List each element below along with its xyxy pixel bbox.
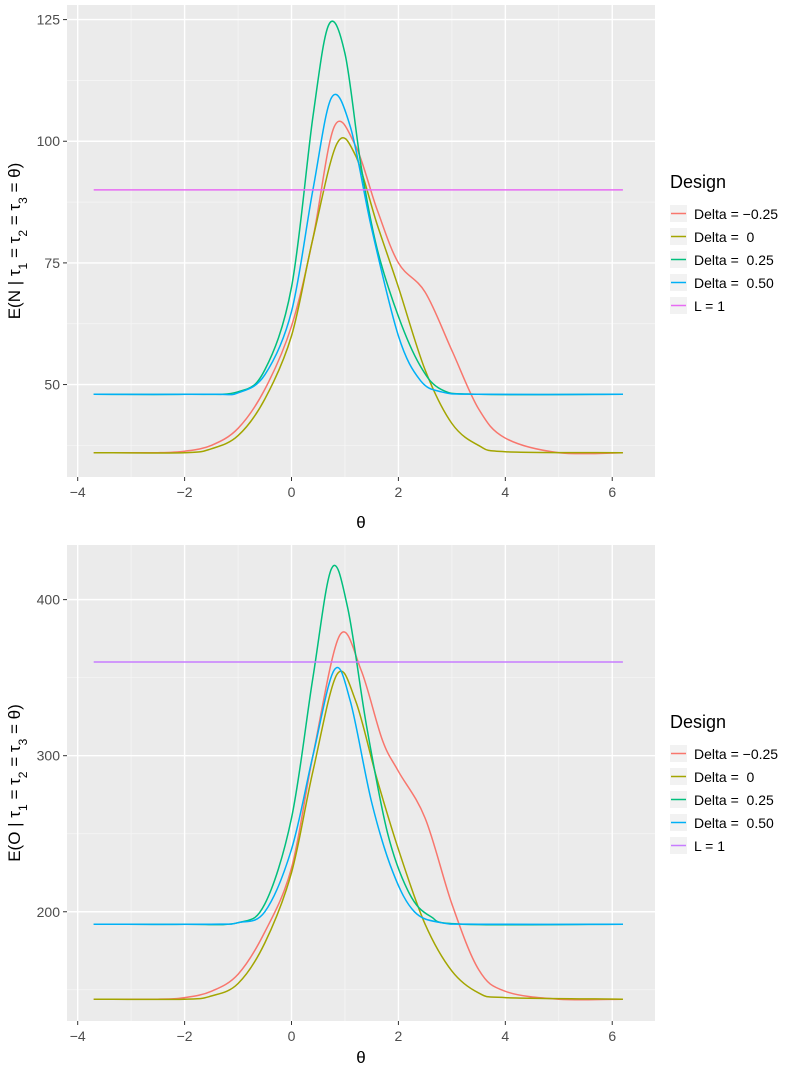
- y-axis-ticks: 50 75 100 125: [37, 12, 67, 393]
- x-tick-label: 4: [501, 484, 509, 500]
- legend-item-label: L = 1: [694, 838, 725, 854]
- panel-background: [67, 5, 655, 477]
- legend-item-label: Delta = 0.50: [694, 275, 774, 291]
- legend-item-label: Delta = −0.25: [694, 206, 778, 222]
- legend-item-label: Delta = 0.50: [694, 815, 774, 831]
- legend: Design Delta = −0.25 Delta = 0 Delta = 0.2…: [670, 712, 778, 854]
- y-tick-label: 50: [44, 377, 60, 393]
- x-tick-label: −2: [177, 484, 193, 500]
- y-axis-label: E(N | τ1 = τ2 = τ3 = θ): [5, 163, 30, 320]
- series-line-0: [93, 631, 623, 1001]
- series-line-2: [93, 20, 623, 396]
- legend-title: Design: [670, 712, 726, 732]
- y-tick-label: 300: [37, 748, 61, 764]
- legend-item-label: Delta = −0.25: [694, 746, 778, 762]
- x-tick-label: 6: [608, 484, 616, 500]
- series-lines: [93, 20, 623, 455]
- legend-item-label: Delta = 0: [694, 229, 755, 245]
- y-axis-label: E(O | τ1 = τ2 = τ3 = θ): [5, 704, 30, 862]
- legend-item-label: Delta = 0: [694, 769, 755, 785]
- x-tick-label: 0: [288, 484, 296, 500]
- series-line-2: [93, 564, 623, 926]
- series-line-3: [93, 93, 623, 396]
- y-tick-label: 100: [37, 133, 61, 149]
- x-tick-label: 4: [501, 1028, 509, 1044]
- series-line-0: [93, 120, 623, 455]
- legend-item-label: Delta = 0.25: [694, 252, 774, 268]
- y-tick-label: 200: [37, 904, 61, 920]
- legend: Design Delta = −0.25 Delta = 0 Delta = 0.2…: [670, 172, 778, 314]
- y-tick-label: 125: [37, 12, 61, 28]
- x-axis-ticks: −4 −2 0 2 4 6: [70, 477, 616, 500]
- x-axis-label: θ: [356, 513, 365, 532]
- panel-background: [67, 545, 655, 1021]
- legend-item-label: Delta = 0.25: [694, 792, 774, 808]
- x-tick-label: −2: [177, 1028, 193, 1044]
- x-axis-label: θ: [356, 1048, 365, 1067]
- x-axis-ticks: −4 −2 0 2 4 6: [70, 1021, 616, 1044]
- bottom-chart: −4 −2 0 2 4 6 200 300 400 θ E(O | τ1 = τ2 = τ3 …: [5, 545, 778, 1067]
- x-tick-label: −4: [70, 484, 86, 500]
- gridlines: [67, 5, 655, 477]
- y-tick-label: 75: [44, 255, 60, 271]
- x-tick-label: 0: [288, 1028, 296, 1044]
- gridlines: [67, 545, 655, 1021]
- x-tick-label: −4: [70, 1028, 86, 1044]
- legend-item-label: L = 1: [694, 298, 725, 314]
- top-chart: −4 −2 0 2 4 6 50 75 100 125 θ E(N | τ1 = τ2 = τ3…: [5, 5, 778, 532]
- legend-title: Design: [670, 172, 726, 192]
- series-lines: [93, 564, 623, 1001]
- x-tick-label: 2: [395, 1028, 403, 1044]
- series-line-1: [93, 670, 623, 1001]
- y-tick-label: 400: [37, 592, 61, 608]
- y-axis-ticks: 200 300 400: [37, 592, 67, 920]
- series-line-3: [93, 666, 623, 926]
- x-tick-label: 2: [395, 484, 403, 500]
- series-line-1: [93, 137, 623, 454]
- x-tick-label: 6: [608, 1028, 616, 1044]
